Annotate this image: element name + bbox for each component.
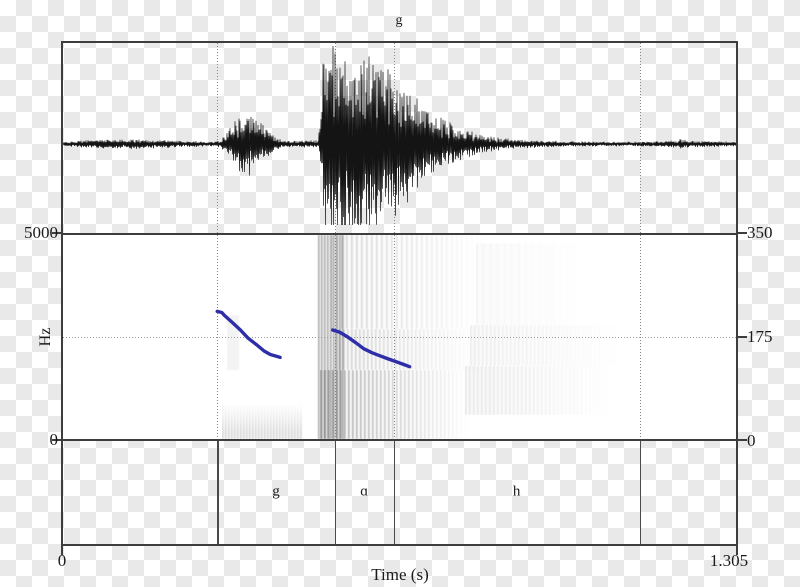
time-axis-label-start: 0	[57, 551, 67, 570]
right-axis-tick-175	[738, 336, 747, 338]
segment-boundary-guide	[217, 43, 219, 233]
pitch-track-segment	[215, 309, 282, 360]
left-axis-tick-5000	[52, 232, 61, 234]
tier-interval-label: h	[512, 483, 521, 500]
spectrogram-energy-region	[470, 324, 620, 366]
pitch-axis-label-0: 0	[747, 431, 756, 450]
right-axis-tick-0	[738, 439, 747, 441]
left-axis-label-0: 0	[49, 430, 59, 449]
left-axis-label-5000: 5000	[24, 223, 58, 242]
time-axis-tick-end	[736, 546, 738, 555]
figure-title: g	[395, 13, 403, 28]
pitch-contour	[215, 309, 412, 369]
figure-element	[63, 45, 736, 226]
time-axis-title: Time (s)	[371, 565, 429, 584]
spectrogram-energy-region	[319, 369, 471, 439]
waveform-area	[63, 43, 736, 233]
spectrogram-energy-region	[222, 404, 303, 439]
time-axis-label-end: 1.305	[709, 551, 749, 570]
tier-interval-boundary	[334, 441, 337, 544]
pitch-axis-label-175: 175	[747, 327, 773, 346]
pitch-midline-guide	[63, 337, 736, 338]
waveform-panel	[61, 41, 738, 233]
spectrogram-energy-region	[334, 328, 481, 370]
right-axis-tick-350	[738, 232, 747, 234]
pitch-axis-label-350: 350	[747, 223, 773, 242]
tier-interval-label: ɑ	[360, 483, 369, 500]
tier-interval-boundary	[639, 441, 642, 544]
pitch-track-segment	[331, 328, 412, 369]
frequency-unit-label: Hz	[37, 327, 54, 347]
tier-interval-label: g	[272, 483, 280, 500]
left-axis-tick-0	[52, 439, 61, 441]
spectrogram-energy-region	[227, 314, 239, 370]
spectrogram-energy-region	[331, 235, 486, 329]
segment-boundary-guide	[639, 43, 641, 233]
spectrogram-area	[63, 235, 736, 439]
spectrogram-panel	[61, 233, 738, 441]
time-axis-tick-start	[61, 546, 63, 555]
spectrogram-energy-region	[475, 243, 584, 325]
tier-interval-boundary	[217, 441, 219, 544]
tier-interval-boundary	[393, 441, 396, 544]
waveform-trace	[63, 45, 736, 226]
spectrogram-energy-region	[465, 365, 610, 415]
